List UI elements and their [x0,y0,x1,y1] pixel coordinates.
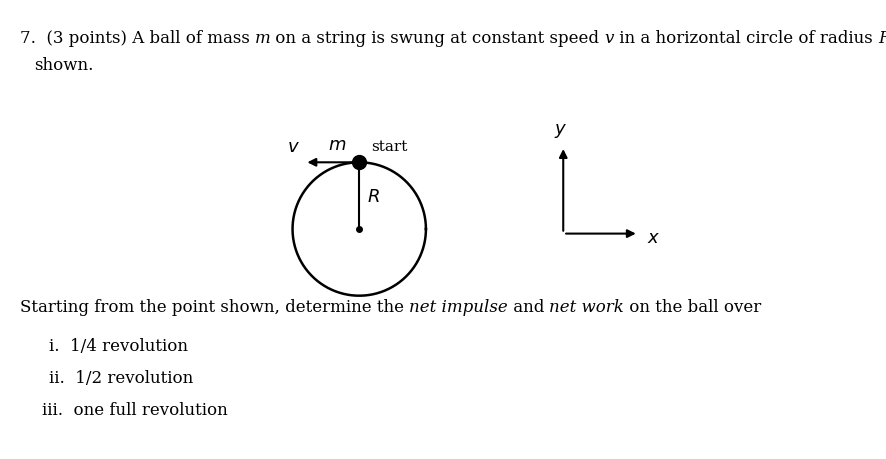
Text: Starting from the point shown, determine the: Starting from the point shown, determine… [19,298,408,315]
Text: v: v [604,30,613,47]
Text: shown.: shown. [34,57,93,74]
Text: $\mathit{m}$: $\mathit{m}$ [328,136,346,154]
Text: start: start [371,140,408,154]
Text: ii.  1/2 revolution: ii. 1/2 revolution [49,369,193,386]
Text: and: and [507,298,548,315]
Text: iii.  one full revolution: iii. one full revolution [42,402,227,419]
Text: in a horizontal circle of radius: in a horizontal circle of radius [613,30,877,47]
Text: net impulse: net impulse [408,298,507,315]
Text: $\mathit{v}$: $\mathit{v}$ [286,138,299,156]
Text: i.  1/4 revolution: i. 1/4 revolution [49,337,188,354]
Text: R: R [877,30,886,47]
Text: $\mathit{y}$: $\mathit{y}$ [553,122,566,140]
Text: on the ball over: on the ball over [624,298,760,315]
Text: $\mathit{x}$: $\mathit{x}$ [646,228,659,246]
Text: $\mathit{R}$: $\mathit{R}$ [367,187,379,205]
Text: 7.  (3 points) A ball of mass: 7. (3 points) A ball of mass [19,30,254,47]
Text: on a string is swung at constant speed: on a string is swung at constant speed [270,30,604,47]
Text: m: m [254,30,270,47]
Text: net work: net work [548,298,624,315]
